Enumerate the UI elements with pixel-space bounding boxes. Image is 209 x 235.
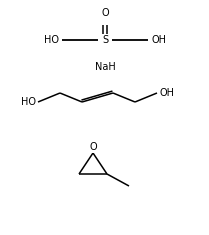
Text: NaH: NaH [95,62,115,72]
Text: O: O [101,8,109,18]
Text: S: S [102,35,108,45]
Text: O: O [89,142,97,152]
Text: OH: OH [151,35,166,45]
Text: HO: HO [44,35,59,45]
Text: HO: HO [21,97,36,107]
Text: OH: OH [159,88,174,98]
